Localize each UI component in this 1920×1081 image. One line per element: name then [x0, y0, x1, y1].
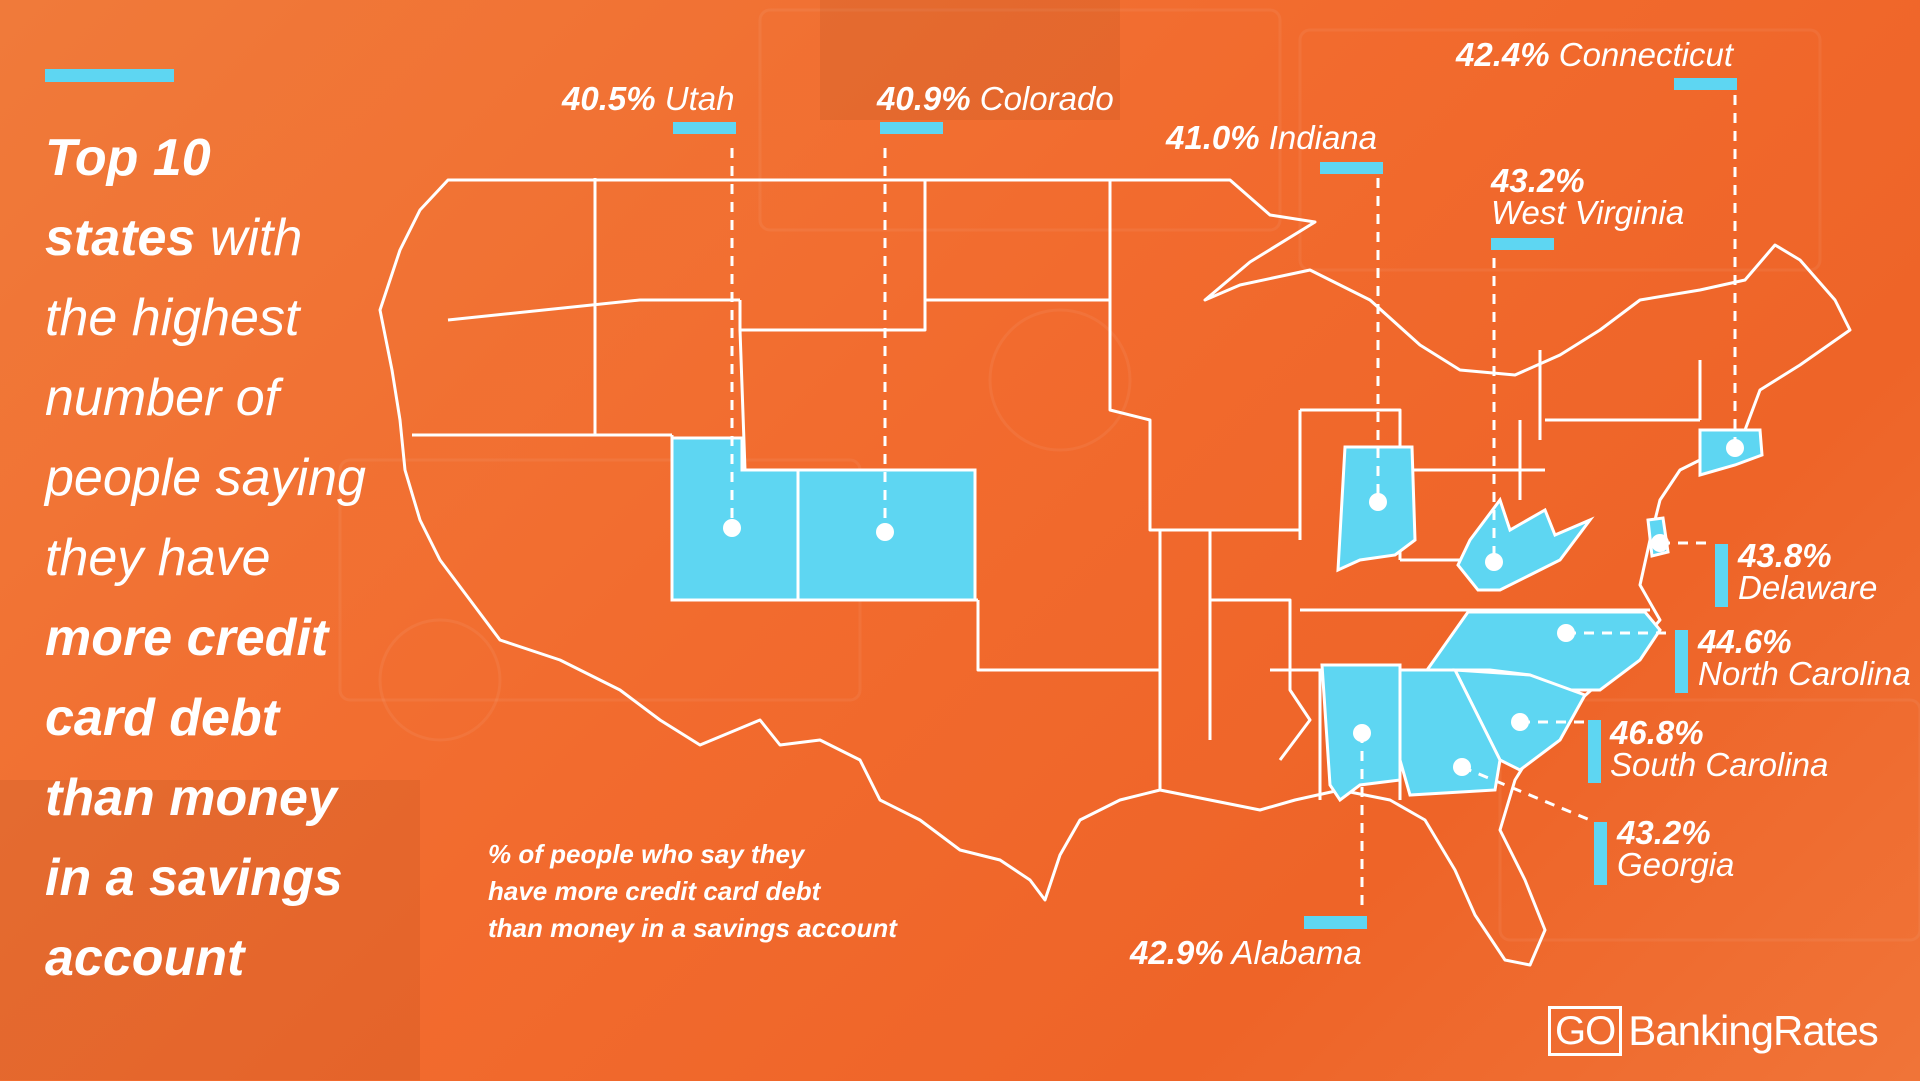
delaware-label-bar — [1715, 544, 1728, 607]
label-north-carolina: 44.6% North Carolina — [1698, 623, 1911, 692]
colorado-pct: 40.9% — [877, 80, 971, 117]
indiana-label-bar — [1320, 162, 1383, 174]
headline-line: card debt — [45, 689, 280, 747]
label-south-carolina: 46.8% South Carolina — [1610, 714, 1829, 783]
colorado-label-bar — [880, 122, 943, 134]
headline-line: in a savings — [45, 849, 343, 907]
caption-line: have more credit card debt — [488, 876, 821, 906]
us-outline — [378, 178, 1852, 967]
georgia-label-bar — [1594, 822, 1607, 885]
accent-bar — [45, 69, 174, 82]
map-caption: % of people who say they have more credi… — [488, 836, 938, 947]
south-carolina-name: South Carolina — [1610, 746, 1829, 783]
headline-line: they have — [45, 529, 271, 587]
utah-name: Utah — [664, 80, 735, 117]
indiana-marker — [1369, 493, 1387, 511]
connecticut-marker — [1726, 439, 1744, 457]
alabama-pct: 42.9% — [1130, 934, 1224, 971]
west-virginia-pct: 43.2% — [1491, 162, 1585, 199]
caption-line: % of people who say they — [488, 839, 805, 869]
delaware-marker — [1651, 534, 1669, 552]
utah-marker — [723, 519, 741, 537]
alabama-name: Alabama — [1231, 934, 1362, 971]
west-virginia-label-bar — [1491, 238, 1554, 250]
label-alabama: 42.9% Alabama — [1130, 936, 1362, 970]
south-carolina-marker — [1511, 713, 1529, 731]
georgia-name: Georgia — [1617, 846, 1735, 883]
label-colorado: 40.9% Colorado — [877, 82, 1114, 116]
label-west-virginia: 43.2% West Virginia — [1491, 162, 1685, 231]
north-carolina-name: North Carolina — [1698, 655, 1911, 692]
colorado-name: Colorado — [979, 80, 1114, 117]
north-carolina-label-bar — [1675, 630, 1688, 693]
delaware-pct: 43.8% — [1738, 537, 1832, 574]
georgia-pct: 43.2% — [1617, 814, 1711, 851]
connecticut-label-bar — [1674, 78, 1737, 90]
label-indiana: 41.0% Indiana — [1166, 121, 1377, 155]
west-virginia-shape — [1456, 496, 1595, 592]
label-delaware: 43.8% Delaware — [1738, 537, 1878, 606]
caption-line: than money in a savings account — [488, 913, 897, 943]
gobankingrates-logo: GO BankingRates — [1548, 1004, 1879, 1058]
logo-text: BankingRates — [1628, 1007, 1878, 1054]
alabama-marker — [1353, 724, 1371, 742]
headline-line: than money — [45, 769, 337, 827]
utah-shape — [670, 436, 800, 602]
indiana-name: Indiana — [1268, 119, 1378, 156]
headline-line: number of — [45, 369, 280, 427]
headline-line: the highest — [45, 289, 300, 347]
label-connecticut: 42.4% Connecticut — [1456, 38, 1733, 72]
south-carolina-label-bar — [1588, 720, 1601, 783]
connecticut-pct: 42.4% — [1456, 36, 1550, 73]
label-utah: 40.5% Utah — [562, 82, 734, 116]
colorado-marker — [876, 523, 894, 541]
alabama-label-bar — [1304, 916, 1367, 929]
headline-line: with — [195, 209, 303, 267]
north-carolina-pct: 44.6% — [1698, 623, 1792, 660]
south-carolina-pct: 46.8% — [1610, 714, 1704, 751]
utah-label-bar — [673, 122, 736, 134]
north-carolina-marker — [1557, 624, 1575, 642]
headline-line: Top 10 — [45, 129, 211, 187]
logo-box: GO — [1548, 1006, 1623, 1056]
headline-line: more credit — [45, 609, 329, 667]
headline-line: states — [45, 209, 196, 267]
label-bars — [673, 78, 1737, 929]
georgia-shape — [1398, 668, 1502, 797]
headline-line: account — [45, 929, 245, 987]
headline-line: people saying — [45, 449, 366, 507]
indiana-pct: 41.0% — [1166, 119, 1260, 156]
delaware-name: Delaware — [1738, 569, 1878, 606]
west-virginia-name: West Virginia — [1491, 194, 1685, 231]
headline: Top 10 states with the highest number of… — [45, 118, 385, 998]
west-virginia-marker — [1485, 553, 1503, 571]
state-markers — [723, 439, 1744, 776]
georgia-marker — [1453, 758, 1471, 776]
utah-pct: 40.5% — [562, 80, 656, 117]
connecticut-name: Connecticut — [1558, 36, 1734, 73]
label-georgia: 43.2% Georgia — [1617, 814, 1735, 883]
